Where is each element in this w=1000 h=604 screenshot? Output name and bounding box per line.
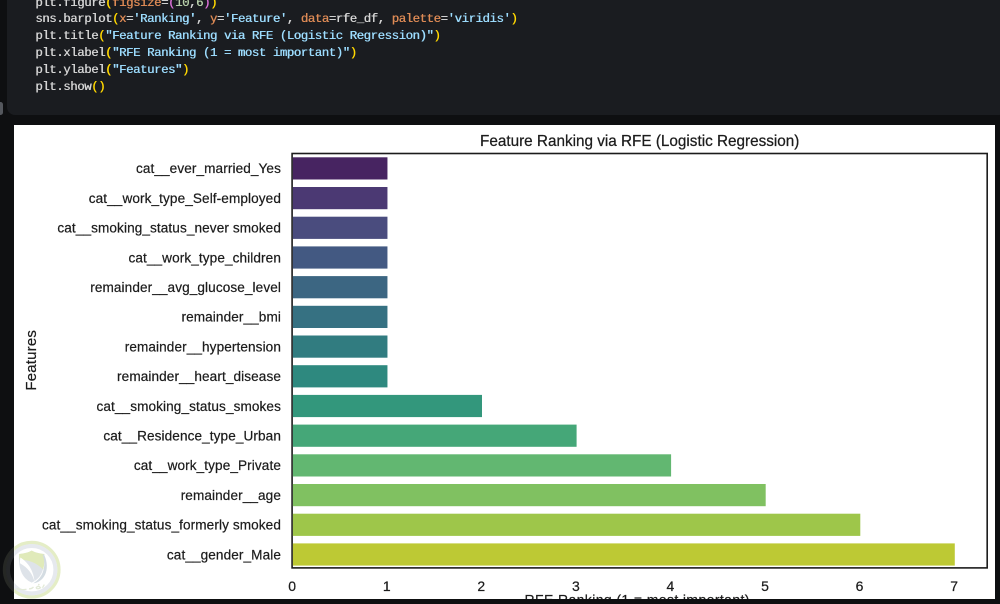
svg-text:5: 5 <box>761 578 769 594</box>
svg-text:2: 2 <box>478 578 486 594</box>
svg-text:cat__smoking_status_formerly s: cat__smoking_status_formerly smoked <box>42 517 281 532</box>
svg-text:3: 3 <box>572 578 580 594</box>
svg-text:remainder__age: remainder__age <box>181 488 281 503</box>
svg-text:4: 4 <box>667 578 675 594</box>
svg-text:remainder__avg_glucose_level: remainder__avg_glucose_level <box>91 280 282 295</box>
svg-text:Features: Features <box>23 330 40 391</box>
svg-text:cat__Residence_type_Urban: cat__Residence_type_Urban <box>104 428 282 443</box>
svg-text:cat__work_type_children: cat__work_type_children <box>129 250 282 265</box>
svg-text:7: 7 <box>950 578 958 594</box>
svg-text:cat__smoking_status_smokes: cat__smoking_status_smokes <box>97 398 282 413</box>
svg-text:cat__work_type_Self-employed: cat__work_type_Self-employed <box>89 191 281 206</box>
svg-text:remainder__bmi: remainder__bmi <box>182 309 282 324</box>
svg-text:6: 6 <box>856 578 864 594</box>
svg-text:cat__smoking_status_never smok: cat__smoking_status_never smoked <box>58 220 282 235</box>
svg-text:0: 0 <box>289 578 297 594</box>
svg-text:RFE Ranking (1 = most importan: RFE Ranking (1 = most important) <box>525 591 750 599</box>
svg-text:Feature Ranking via RFE (Logis: Feature Ranking via RFE (Logistic Regres… <box>480 133 799 150</box>
svg-text:1: 1 <box>383 578 391 594</box>
svg-text:cat__ever_married_Yes: cat__ever_married_Yes <box>136 161 281 176</box>
svg-text:remainder__heart_disease: remainder__heart_disease <box>117 369 281 384</box>
svg-text:cat__gender_Male: cat__gender_Male <box>167 547 281 562</box>
svg-text:remainder__hypertension: remainder__hypertension <box>125 339 281 354</box>
svg-text:cat__work_type_Private: cat__work_type_Private <box>134 458 281 473</box>
